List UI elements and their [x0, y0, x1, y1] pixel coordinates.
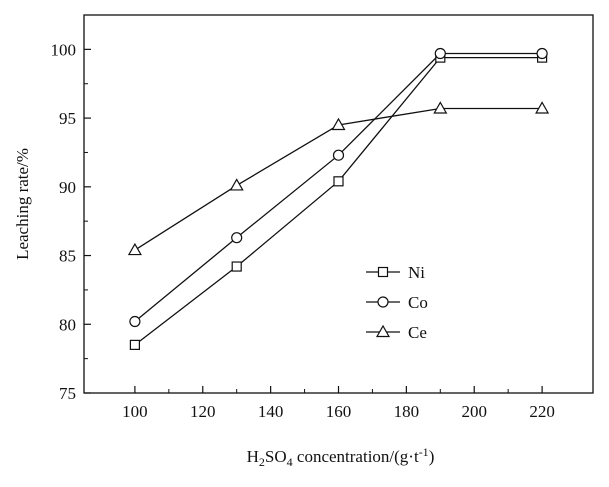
y-tick-label: 90	[59, 178, 76, 197]
data-point-ce	[229, 178, 244, 191]
data-point-ce	[331, 117, 346, 131]
legend-label-ni: Ni	[408, 263, 425, 282]
x-tick-label: 220	[529, 402, 555, 421]
y-axis: 75 80 85 90 95 100	[51, 40, 91, 403]
series-line-co	[134, 52, 543, 323]
x-tick-label: 120	[190, 402, 216, 421]
x-axis-title-so: SO	[265, 447, 287, 466]
x-tick-label: 140	[258, 402, 284, 421]
data-point-ni	[333, 176, 344, 187]
x-axis: 100 120 140 160 180 200 220	[122, 386, 555, 421]
legend-marker-ce	[375, 324, 391, 338]
legend: Ni Co Ce	[366, 263, 428, 342]
legend-label-co: Co	[408, 293, 428, 312]
x-axis-title-sub2: 4	[287, 455, 293, 469]
x-tick-label: 100	[122, 402, 148, 421]
x-axis-title-end: )	[429, 447, 435, 466]
plot-frame	[83, 14, 594, 394]
legend-marker-ni	[377, 266, 389, 278]
x-axis-title: H2SO4 concentration/(g·t-1)	[247, 445, 435, 469]
y-tick-label: 100	[51, 40, 77, 59]
data-point-ce	[535, 101, 550, 114]
y-tick-label: 95	[59, 109, 76, 128]
data-point-co	[434, 47, 446, 60]
data-point-ce	[433, 101, 448, 114]
x-axis-title-sub1: 2	[259, 455, 265, 469]
y-tick-label: 75	[59, 384, 76, 403]
data-point-ce	[127, 242, 142, 256]
data-point-co	[332, 149, 345, 161]
x-axis-title-h: H	[247, 447, 259, 466]
data-point-ni	[231, 261, 242, 272]
series-markers	[127, 47, 550, 350]
y-tick-label: 85	[59, 247, 76, 266]
legend-label-ce: Ce	[408, 323, 427, 342]
x-axis-title-rest: concentration/(g·t	[293, 447, 419, 466]
y-axis-title: Leaching rate/%	[13, 148, 32, 260]
series-lines	[134, 52, 543, 346]
y-tick-label: 80	[59, 315, 76, 334]
x-axis-title-sup: -1	[419, 445, 429, 459]
x-tick-label: 160	[326, 402, 352, 421]
data-point-co	[536, 47, 548, 60]
data-point-co	[129, 315, 141, 328]
x-tick-label: 200	[461, 402, 487, 421]
data-point-ni	[129, 339, 140, 350]
data-point-co	[231, 232, 243, 244]
series-line-ni	[134, 56, 543, 346]
x-tick-label: 180	[394, 402, 420, 421]
legend-marker-co	[377, 296, 389, 308]
